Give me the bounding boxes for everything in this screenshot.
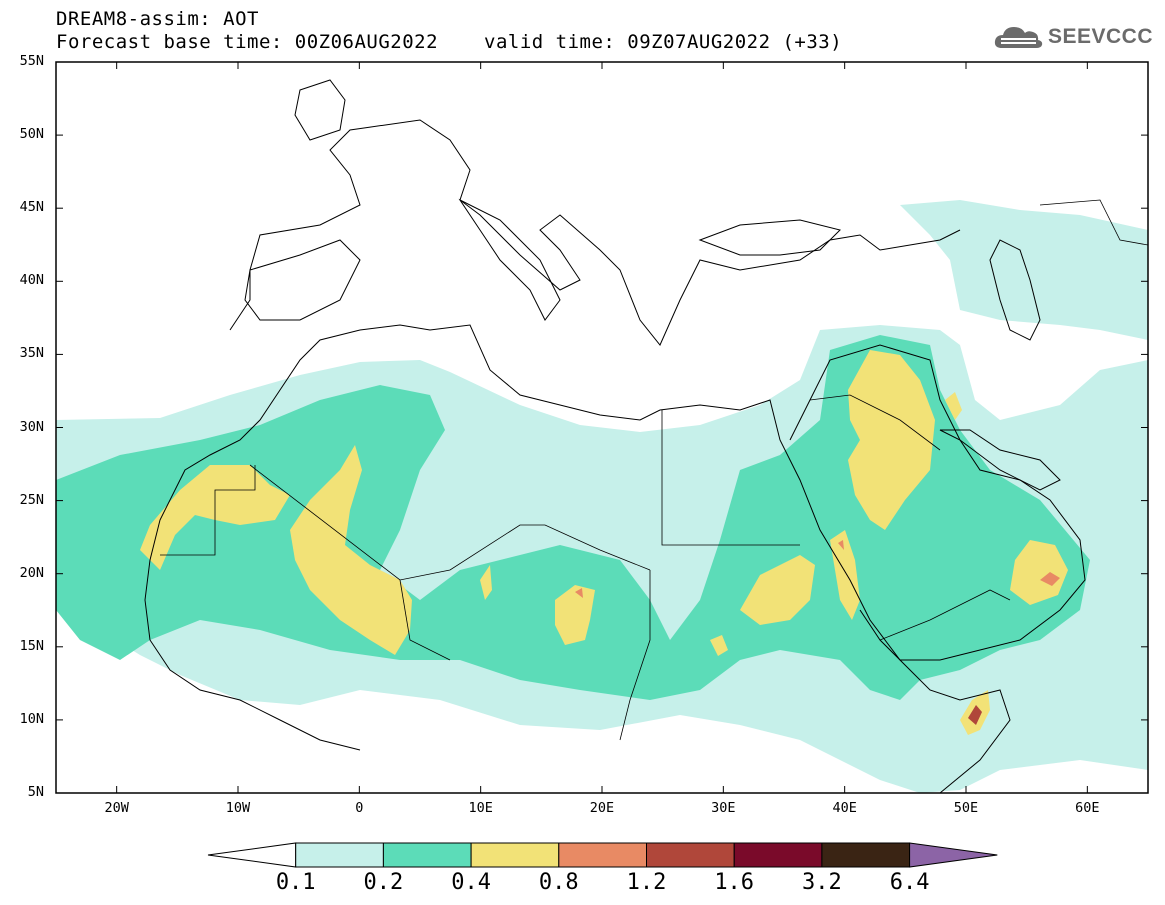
forecast-base-time: Forecast base time: 00Z06AUG2022 [56,31,439,53]
seevccc-logo: SEEVCCC [992,22,1153,52]
aot-field-0.4-sudan [740,555,815,625]
lat-label: 30N [19,418,44,435]
aot-field-0.4-redsea [830,530,860,620]
cloud-icon [994,27,1043,48]
colorbar-label: 0.8 [538,870,579,895]
coastline-britain [294,79,346,141]
colorbar-label: 6.4 [889,870,930,895]
aot-field-0.4-chad [555,585,595,645]
lon-label: 50E [953,800,979,816]
lat-label: 50N [19,126,44,143]
lon-label: 40E [832,800,857,816]
coastline-africa-north [149,324,1011,793]
colorbar-segment [821,842,911,868]
logo-text: SEEVCCC [1047,25,1153,48]
border-saudi-iraq [809,394,941,451]
lon-label: 20E [589,800,615,816]
aot-field-0.4-mali [290,445,412,655]
lon-label: 10W [225,800,251,816]
lat-label: 10N [19,710,44,727]
lon-label: 20W [104,800,129,816]
aot-field-0.4-oman [1010,540,1068,605]
colorbar-label: 0.1 [275,870,316,895]
aot-field-0.8-oman [1040,572,1060,586]
colorbar-upper-arrow [909,842,998,868]
border-kazakh [1039,199,1148,246]
coastline-arabia [789,344,1086,661]
aot-field-0.4-gulf [945,392,962,420]
coastlines [144,79,1086,793]
aot-field-0.4-darfur [710,635,728,656]
colorbar-segment [646,842,735,868]
colorbar-segment [558,842,647,868]
colorbar-label: 1.6 [714,870,755,895]
borders [160,199,1148,741]
aot-field-0.2 [56,335,1090,700]
coastline-italy [458,198,561,321]
aot-field-0.4-iraq [848,350,935,530]
lon-label: 0 [355,800,364,816]
aot-field-0.8-redsea [838,540,844,550]
colorbar-segment [295,842,384,868]
lat-label: 25N [19,491,44,508]
coastline-europe [229,119,961,346]
coastline-black-sea [698,219,841,256]
aot-field-0.1-north [900,200,1148,340]
lat-label: 45N [19,199,44,216]
lon-label: 10E [468,800,493,816]
colorbar-label: 0.4 [451,870,491,895]
border-mali-niger [399,579,451,661]
colorbar-segment [733,842,823,868]
colorbar-segment [470,842,560,868]
border-sudan-chad [619,570,651,741]
lat-label: 5N [27,784,44,800]
lat-label: 15N [19,637,44,654]
lon-label: 30E [711,800,736,816]
colorbar-label: 0.2 [363,870,404,895]
coastline-caspian [989,239,1041,341]
aot-field-0.8-somalia [968,705,982,725]
coastline-iberia [244,239,361,321]
axis-ticks [56,61,1148,794]
border-saudi-yemen [879,589,1011,641]
lat-label: 55N [19,53,44,69]
colorbar-label: 3.2 [802,870,842,895]
border-mauritania [160,465,256,556]
coastline-persian-gulf [939,429,1061,491]
colorbar-segment [382,842,472,868]
coastline-africa-west [144,559,361,751]
colorbar-label: 1.2 [626,870,667,895]
lon-label: 60E [1075,800,1100,816]
colorbar-lower-arrow [207,842,297,868]
aot-shading [56,200,1148,793]
lat-label: 35N [19,345,44,362]
border-libya-egypt [661,410,800,546]
lat-label: 40N [19,272,44,289]
valid-time: valid time: 09Z07AUG2022 (+33) [484,31,843,53]
lat-label: 20N [19,564,44,581]
aot-field-0.8-chad [575,588,583,598]
map-title: DREAM8-assim: AOT [56,8,259,30]
colorbar [207,842,998,868]
aot-field-0.4-tunis [480,565,492,600]
